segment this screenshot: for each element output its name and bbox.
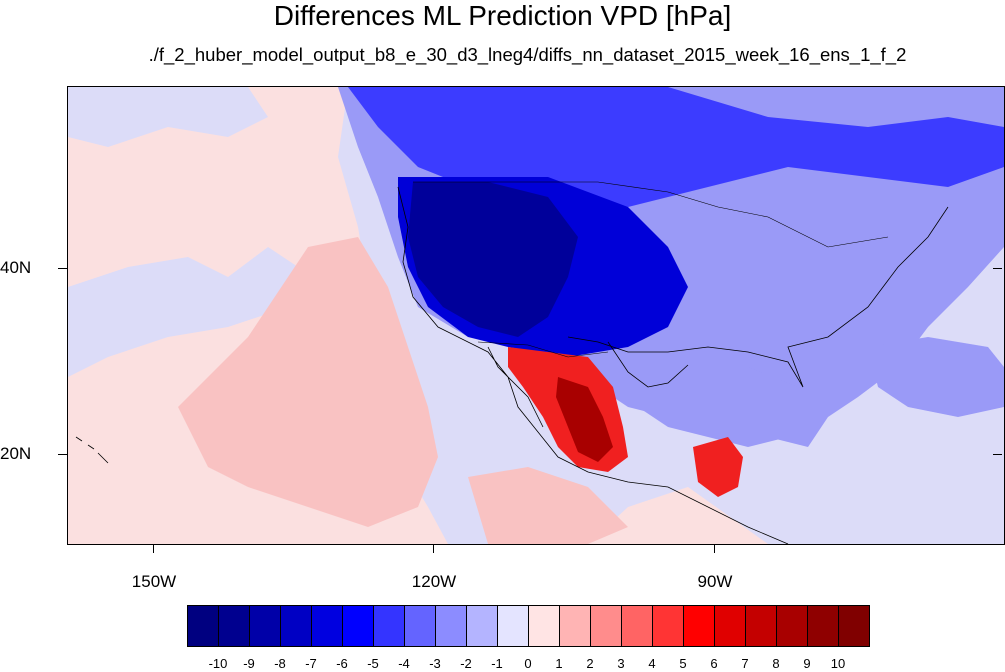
- map-subtitle: ./f_2_huber_model_output_b8_e_30_d3_lneg…: [148, 44, 907, 65]
- field-medium-blue-gulf: [628, 357, 808, 447]
- colorbar-label: 7: [741, 656, 749, 671]
- colorbar-swatch: [466, 605, 498, 647]
- colorbar-swatch: [249, 605, 281, 647]
- colorbar-label: 1: [555, 656, 563, 671]
- field-medium-blue-atlantic: [868, 337, 1004, 417]
- colorbar-swatch: [652, 605, 684, 647]
- colorbar-label: -4: [398, 656, 410, 671]
- lon-label-90w: 90W: [697, 572, 733, 591]
- field-pink-east-pacific: [468, 467, 628, 544]
- field-dark-red-mexico-core: [556, 377, 613, 462]
- colorbar-swatch: [528, 605, 560, 647]
- field-pale-blue-west: [68, 247, 298, 377]
- lat-tick-40n-right: [993, 268, 1002, 269]
- map-title: Differences ML Prediction VPD [hPa]: [273, 0, 732, 31]
- coastline: [397, 186, 949, 544]
- lat-label-20n: 20N: [0, 444, 32, 463]
- colorbar-swatch: [435, 605, 467, 647]
- colorbar-label: -7: [305, 656, 317, 671]
- colorbar-swatch: [807, 605, 839, 647]
- colorbar-swatch: [280, 605, 312, 647]
- colorbar-swatch: [621, 605, 653, 647]
- lat-tick-40n-left: [58, 268, 67, 269]
- colorbar-swatch: [404, 605, 436, 647]
- colorbar-label: -5: [367, 656, 379, 671]
- colorbar-label: 0: [524, 656, 532, 671]
- colorbar-label: 8: [772, 656, 780, 671]
- field-dark-blue-western-us: [408, 182, 578, 337]
- lon-tick-120w: [433, 544, 434, 553]
- colorbar-label: 2: [586, 656, 594, 671]
- colorbar-swatch: [342, 605, 374, 647]
- colorbar-swatch: [838, 605, 870, 647]
- colorbar-swatch: [373, 605, 405, 647]
- colorbar-label: -1: [491, 656, 503, 671]
- colorbar-swatch: [745, 605, 777, 647]
- lat-tick-20n-right: [993, 454, 1002, 455]
- lon-label-150w: 150W: [131, 572, 177, 591]
- lon-tick-90w: [714, 544, 715, 553]
- vpd-difference-map: [68, 87, 1004, 544]
- lon-tick-150w: [153, 544, 154, 553]
- colorbar: [187, 605, 870, 647]
- lat-label-40n: 40N: [0, 258, 32, 277]
- colorbar-swatch: [218, 605, 250, 647]
- field-pink-central-pacific: [178, 237, 438, 527]
- lon-label-120w: 120W: [411, 572, 457, 591]
- field-pale-blue-north-west: [68, 87, 268, 147]
- colorbar-label: 9: [803, 656, 811, 671]
- colorbar-label: 10: [830, 656, 846, 671]
- colorbar-label: -2: [460, 656, 472, 671]
- colorbar-swatch: [187, 605, 219, 647]
- colorbar-swatch: [683, 605, 715, 647]
- colorbar-label: -9: [243, 656, 255, 671]
- map-plot-area: [67, 86, 1005, 545]
- colorbar-label: 3: [617, 656, 625, 671]
- colorbar-swatch: [590, 605, 622, 647]
- colorbar-label: -8: [274, 656, 286, 671]
- hawaii-islands: [75, 436, 109, 464]
- colorbar-label: 6: [710, 656, 718, 671]
- colorbar-swatch: [559, 605, 591, 647]
- colorbar-swatch: [776, 605, 808, 647]
- colorbar-label: -6: [336, 656, 348, 671]
- colorbar-swatch: [311, 605, 343, 647]
- field-red-central-america: [693, 437, 743, 497]
- colorbar-label: -10: [208, 656, 228, 671]
- colorbar-label: -3: [429, 656, 441, 671]
- colorbar-swatch: [497, 605, 529, 647]
- country-border: [413, 181, 889, 358]
- lat-tick-20n-left: [58, 454, 67, 455]
- colorbar-swatch: [714, 605, 746, 647]
- colorbar-label: 4: [648, 656, 656, 671]
- colorbar-label: 5: [679, 656, 687, 671]
